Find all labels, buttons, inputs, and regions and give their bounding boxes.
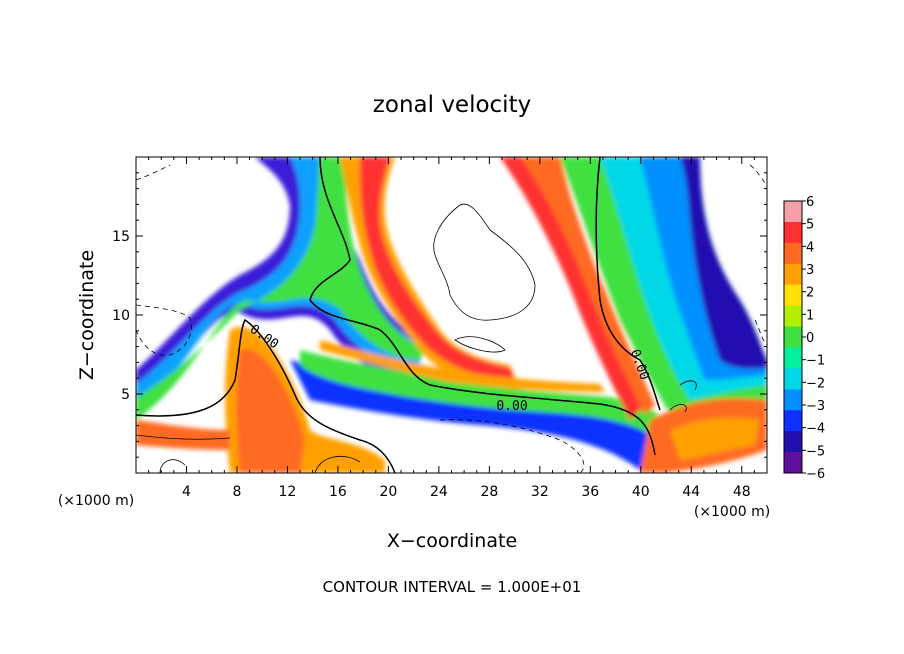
y-tick-label: 5 (121, 387, 130, 403)
colorbar-swatch (784, 221, 802, 244)
colorbar-swatch (784, 284, 802, 307)
x-tick-label: 36 (581, 484, 599, 500)
x-tick-label: 32 (531, 484, 549, 500)
chart-title: zonal velocity (373, 92, 531, 118)
y-tick-label: 10 (112, 308, 130, 324)
colorbar: 6 5 4 3 2 1 0 −1 −2 −3 −4 −5 −6 (783, 195, 825, 482)
x-tick-label: 28 (480, 484, 498, 500)
x-tick-label: 44 (682, 484, 700, 500)
colorbar-label: −4 (806, 422, 825, 437)
x-axis-label: X−coordinate (387, 530, 517, 552)
colorbar-swatch (784, 347, 802, 369)
x-unit-left: (×1000 m) (58, 493, 134, 509)
colorbar-label: 5 (806, 218, 814, 233)
x-unit-right: (×1000 m) (694, 504, 770, 520)
contour-label: 0.00 (496, 399, 527, 414)
colorbar-label: 4 (806, 240, 814, 255)
colorbar-label: 3 (806, 263, 814, 278)
colorbar-swatch (784, 431, 802, 453)
velocity-field (136, 157, 767, 473)
y-axis-label: Z−coordinate (76, 250, 98, 380)
x-tick-label: 48 (733, 484, 751, 500)
colorbar-label: −5 (806, 444, 825, 459)
x-axis: 4 8 12 16 20 24 28 32 36 40 44 48 (148, 157, 755, 500)
colorbar-label: 1 (806, 308, 814, 323)
colorbar-swatch (784, 452, 802, 474)
colorbar-swatch (784, 305, 802, 328)
colorbar-label: −1 (806, 354, 825, 369)
x-tick-label: 20 (379, 484, 397, 500)
y-axis: 5 10 15 (112, 172, 767, 458)
contour-interval-footer: CONTOUR INTERVAL = 1.000E+01 (323, 578, 582, 596)
colorbar-swatch (784, 389, 802, 411)
x-tick-label: 4 (182, 484, 191, 500)
colorbar-swatch (784, 242, 802, 265)
x-tick-label: 16 (329, 484, 347, 500)
x-tick-label: 12 (279, 484, 297, 500)
colorbar-swatch (784, 410, 802, 432)
y-tick-label: 15 (112, 229, 130, 245)
colorbar-label: −2 (806, 376, 825, 391)
x-tick-label: 40 (632, 484, 650, 500)
colorbar-swatch (784, 326, 802, 348)
contour-lines (136, 157, 767, 473)
colorbar-swatch (784, 201, 802, 223)
colorbar-label: −3 (806, 399, 825, 414)
x-tick-label: 24 (430, 484, 448, 500)
colorbar-label: −6 (806, 467, 825, 482)
colorbar-label: 2 (806, 286, 814, 301)
colorbar-label: 0 (806, 331, 814, 346)
colorbar-swatch (784, 263, 802, 286)
colorbar-swatch (784, 368, 802, 390)
colorbar-label: 6 (806, 195, 814, 210)
x-tick-label: 8 (232, 484, 241, 500)
